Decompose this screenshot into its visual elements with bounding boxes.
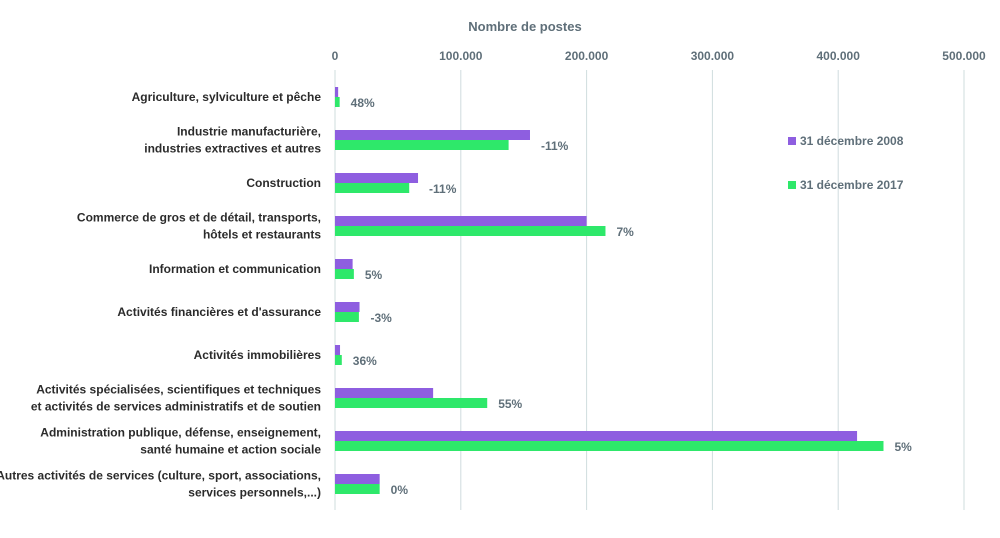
category-label-1-line-0: Industrie manufacturière, (177, 125, 321, 139)
category-label-6-line-0: Activités immobilières (194, 348, 322, 362)
bar-2008-3 (335, 216, 587, 226)
change-label-5: -3% (371, 311, 393, 325)
legend-label-0: 31 décembre 2008 (800, 134, 904, 148)
bar-2008-9 (335, 474, 380, 484)
bar-2017-2 (335, 183, 410, 193)
x-axis-title: Nombre de postes (468, 19, 581, 34)
x-tick-label-1: 100.000 (439, 49, 483, 63)
bar-2008-4 (335, 259, 353, 269)
category-label-5-line-0: Activités financières et d'assurance (117, 305, 321, 319)
bar-2017-8 (335, 441, 884, 451)
bar-2008-0 (335, 87, 339, 97)
x-tick-label-0: 0 (332, 49, 339, 63)
change-label-4: 5% (365, 268, 383, 282)
category-label-3-line-1: hôtels et restaurants (203, 228, 321, 242)
bar-2017-3 (335, 226, 606, 236)
bar-2008-7 (335, 388, 434, 398)
category-label-8-line-0: Administration publique, défense, enseig… (40, 426, 321, 440)
category-label-2-line-0: Construction (246, 176, 321, 190)
bar-2017-5 (335, 312, 359, 322)
category-label-7-line-1: et activités de services administratifs … (31, 400, 321, 414)
legend-label-1: 31 décembre 2017 (800, 178, 904, 192)
change-label-6: 36% (353, 354, 377, 368)
category-label-9-line-1: services personnels,...) (188, 486, 321, 500)
bar-2008-5 (335, 302, 360, 312)
x-tick-label-2: 200.000 (565, 49, 609, 63)
category-label-0-line-0: Agriculture, sylviculture et pêche (132, 90, 322, 104)
x-tick-label-4: 400.000 (817, 49, 861, 63)
change-label-0: 48% (351, 96, 375, 110)
category-label-3-line-0: Commerce de gros et de détail, transport… (77, 211, 321, 225)
bar-2017-6 (335, 355, 342, 365)
category-label-4-line-0: Information et communication (149, 262, 321, 276)
bar-2017-7 (335, 398, 488, 408)
bar-2008-8 (335, 431, 858, 441)
x-tick-label-5: 500.000 (942, 49, 986, 63)
bar-2017-1 (335, 140, 509, 150)
change-label-9: 0% (391, 483, 409, 497)
bar-2008-2 (335, 173, 419, 183)
bar-2017-0 (335, 97, 340, 107)
legend-swatch-1 (788, 181, 796, 189)
change-label-3: 7% (616, 225, 634, 239)
change-label-1: -11% (541, 139, 569, 153)
category-label-8-line-1: santé humaine et action sociale (140, 443, 321, 457)
bar-2017-4 (335, 269, 354, 279)
change-label-7: 55% (498, 397, 522, 411)
bar-2017-9 (335, 484, 380, 494)
bar-2008-6 (335, 345, 341, 355)
legend-swatch-0 (788, 137, 796, 145)
category-label-1-line-1: industries extractives et autres (144, 142, 321, 156)
x-tick-label-3: 300.000 (691, 49, 735, 63)
category-label-9-line-0: Autres activités de services (culture, s… (0, 469, 321, 483)
change-label-2: -11% (429, 182, 457, 196)
category-label-7-line-0: Activités spécialisées, scientifiques et… (36, 383, 321, 397)
bar-2008-1 (335, 130, 530, 140)
change-label-8: 5% (894, 440, 912, 454)
